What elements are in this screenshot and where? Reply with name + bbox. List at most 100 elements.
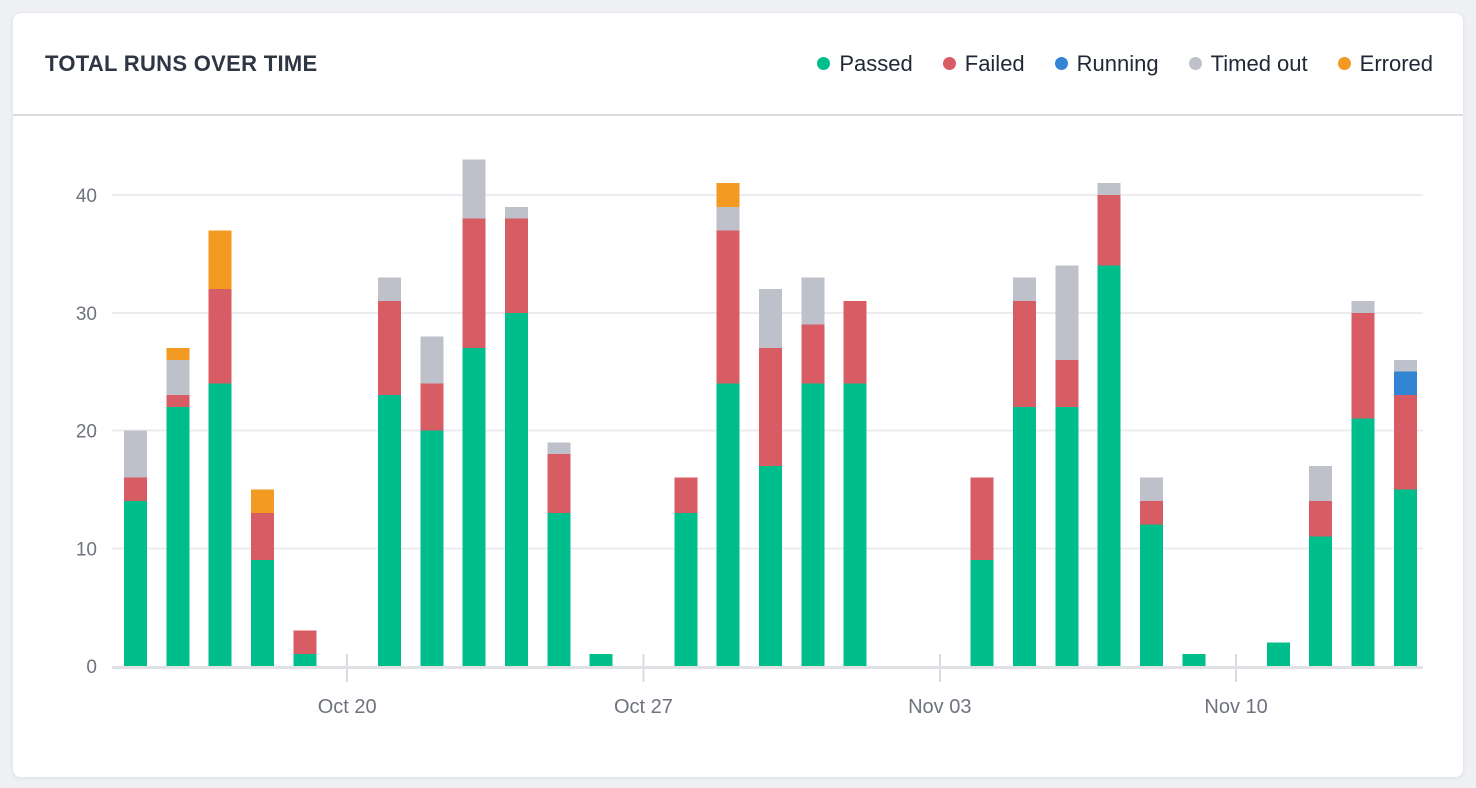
y-axis-label: 0 <box>86 657 97 678</box>
bar-segment[interactable] <box>462 348 486 666</box>
bar-segment[interactable] <box>208 230 232 290</box>
bar-segment[interactable] <box>124 477 147 502</box>
bar-segment[interactable] <box>1139 477 1163 502</box>
x-axis-label: Oct 20 <box>318 696 377 718</box>
failed-dot-icon <box>942 57 956 70</box>
bar-segment[interactable] <box>124 501 147 666</box>
bar-segment[interactable] <box>377 395 401 666</box>
bar-segment[interactable] <box>1055 265 1079 360</box>
bar-segment[interactable] <box>1097 183 1121 195</box>
bar-segment[interactable] <box>420 336 444 384</box>
bar-segment[interactable] <box>970 477 994 561</box>
bar-segment[interactable] <box>250 489 274 513</box>
legend-item-passed[interactable]: Passed <box>817 50 913 77</box>
bar-segment[interactable] <box>293 630 317 655</box>
bar-segment[interactable] <box>1012 300 1036 407</box>
card-header: TOTAL RUNS OVER TIME Passed Failed Runni… <box>13 13 1463 116</box>
bar-segment[interactable] <box>1393 489 1417 666</box>
bar-segment[interactable] <box>758 289 782 349</box>
bar-segment[interactable] <box>1351 300 1375 313</box>
bar-segment[interactable] <box>547 454 571 513</box>
bar-segment[interactable] <box>1097 195 1121 266</box>
bar-segment[interactable] <box>462 218 486 349</box>
bar-segment[interactable] <box>547 442 571 455</box>
y-axis-label: 40 <box>76 186 97 207</box>
bar-segment[interactable] <box>504 218 528 313</box>
legend-item-failed[interactable]: Failed <box>942 50 1025 77</box>
bar-segment[interactable] <box>208 289 232 384</box>
chart-area: 0 10 20 30 40 Oct 20 Oct 27 Nov 03 Nov 10 <box>13 116 1463 777</box>
bar-segment[interactable] <box>1393 359 1417 372</box>
bar-segment[interactable] <box>1055 406 1079 666</box>
bar-segment[interactable] <box>843 300 867 384</box>
legend-item-running[interactable]: Running <box>1054 50 1159 77</box>
chart-legend: Passed Failed Running Timed out Errored <box>817 51 1433 77</box>
bar-segment[interactable] <box>1097 265 1121 666</box>
legend-item-timed-out[interactable]: Timed out <box>1188 50 1308 77</box>
bar-segment[interactable] <box>1266 642 1290 666</box>
bar-segment[interactable] <box>377 300 401 396</box>
bar-segment[interactable] <box>1182 654 1206 666</box>
bar-segment[interactable] <box>420 430 444 667</box>
bar-segment[interactable] <box>547 512 571 666</box>
bar-segment[interactable] <box>166 395 190 407</box>
bar-segment[interactable] <box>716 383 740 666</box>
bar-segment[interactable] <box>166 348 190 360</box>
bar-segment[interactable] <box>716 230 740 384</box>
x-axis-label: Oct 27 <box>614 696 673 718</box>
bar-segment[interactable] <box>758 465 782 666</box>
bar-segment[interactable] <box>674 512 698 666</box>
bar-segment[interactable] <box>124 430 147 478</box>
x-axis-label: Nov 03 <box>908 696 971 718</box>
bar-segment[interactable] <box>1139 501 1163 525</box>
bar-segment[interactable] <box>1055 359 1079 407</box>
bar-segment[interactable] <box>1012 406 1036 666</box>
timed-out-dot-icon <box>1188 57 1202 70</box>
x-axis-line <box>112 666 1423 669</box>
errored-dot-icon <box>1337 57 1351 70</box>
passed-dot-icon <box>817 57 831 70</box>
legend-label: Timed out <box>1210 50 1308 76</box>
bar-segment[interactable] <box>1309 465 1333 502</box>
bar-segment[interactable] <box>166 359 190 396</box>
y-axis-label: 30 <box>76 304 97 325</box>
bar-segment[interactable] <box>716 183 740 207</box>
total-runs-card: TOTAL RUNS OVER TIME Passed Failed Runni… <box>12 12 1464 778</box>
bar-segment[interactable] <box>166 406 190 666</box>
bar-segment[interactable] <box>504 206 528 219</box>
bar-segment[interactable] <box>1351 312 1375 419</box>
bar-segment[interactable] <box>1309 501 1333 537</box>
bar-segment[interactable] <box>801 383 825 666</box>
bar-segment[interactable] <box>1309 536 1333 666</box>
runs-chart: 0 10 20 30 40 Oct 20 Oct 27 Nov 03 Nov 10 <box>76 159 1423 718</box>
bar-segment[interactable] <box>377 277 401 301</box>
bar-segment[interactable] <box>293 654 317 666</box>
bar-segment[interactable] <box>1139 524 1163 666</box>
running-dot-icon <box>1054 57 1068 70</box>
bar-segment[interactable] <box>420 383 444 431</box>
bar-segment[interactable] <box>716 206 740 231</box>
bar-segment[interactable] <box>674 477 698 513</box>
bar-segment[interactable] <box>462 159 486 219</box>
y-axis-label: 10 <box>76 539 97 560</box>
bar-segment[interactable] <box>801 324 825 384</box>
bar-segment[interactable] <box>589 654 613 666</box>
legend-label: Running <box>1076 50 1159 76</box>
bar-segment[interactable] <box>208 383 232 666</box>
legend-label: Passed <box>839 50 913 76</box>
bar-segment[interactable] <box>970 560 994 666</box>
legend-label: Failed <box>964 50 1025 76</box>
bar-segment[interactable] <box>1393 371 1417 396</box>
y-axis-label: 20 <box>76 422 97 443</box>
bar-segment[interactable] <box>504 312 528 666</box>
bar-segment[interactable] <box>1393 395 1417 490</box>
bar-segment[interactable] <box>1012 277 1036 301</box>
bar-segment[interactable] <box>250 560 274 666</box>
bar-segment[interactable] <box>758 348 782 466</box>
bar-segment[interactable] <box>250 512 274 561</box>
bar-segment[interactable] <box>1351 418 1375 666</box>
bar-segment[interactable] <box>801 277 825 325</box>
bar-segment[interactable] <box>843 383 867 666</box>
card-title: TOTAL RUNS OVER TIME <box>45 50 318 76</box>
legend-item-errored[interactable]: Errored <box>1337 51 1433 77</box>
